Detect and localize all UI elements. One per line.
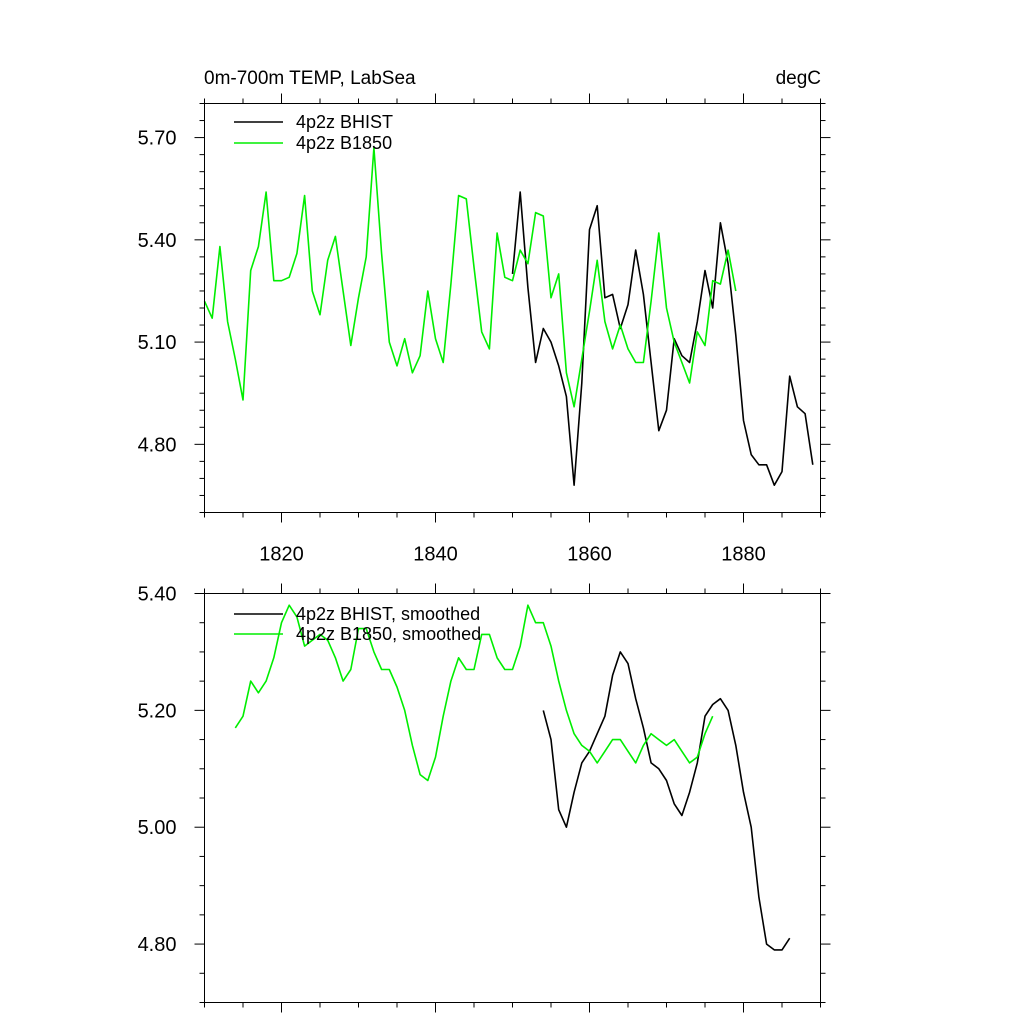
top-panel: 0m-700m TEMP, LabSea degC 1820 1840 1860 18…	[138, 68, 831, 566]
y-tick-label: 5.40	[138, 230, 177, 252]
x-tick-label: 1860	[567, 544, 612, 566]
bottom-panel-ticks: 4.80 5.00 5.20 5.40	[138, 583, 831, 1013]
series-line-4p2z-b1850-smoothed	[234, 604, 714, 782]
series-line-4p2z-bhist-smoothed	[542, 651, 791, 951]
units-label: degC	[776, 68, 821, 89]
bottom-panel-lines	[234, 604, 791, 951]
y-tick-label: 5.10	[138, 332, 177, 354]
y-tick-label: 5.00	[138, 817, 177, 839]
chart-title: 0m-700m TEMP, LabSea	[204, 68, 416, 89]
top-panel-frame	[204, 103, 821, 513]
top-legend: 4p2z BHIST 4p2z B1850	[234, 112, 393, 153]
legend-label-bhist: 4p2z BHIST	[296, 112, 393, 132]
y-tick-label: 5.20	[138, 700, 177, 722]
x-tick-label: 1880	[721, 544, 766, 566]
legend-label-b1850-smoothed: 4p2z B1850, smoothed	[296, 624, 481, 644]
x-tick-label: 1820	[259, 544, 304, 566]
legend-label-bhist-smoothed: 4p2z BHIST, smoothed	[296, 604, 480, 624]
y-tick-label: 5.70	[138, 128, 177, 150]
bottom-panel: 4.80 5.00 5.20 5.40 4p2z BHIST, smoothed 4p…	[138, 583, 831, 1013]
top-panel-ticks: 1820 1840 1860 1880 4.80 5.10 5.40 5.70	[138, 93, 831, 566]
legend-label-b1850: 4p2z B1850	[296, 133, 392, 153]
top-panel-lines	[203, 147, 814, 487]
y-tick-label: 4.80	[138, 434, 177, 456]
y-tick-label: 5.40	[138, 584, 177, 606]
series-line-4p2z-b1850	[203, 147, 737, 408]
y-tick-label: 4.80	[138, 934, 177, 956]
bottom-legend: 4p2z BHIST, smoothed 4p2z B1850, smoothe…	[234, 604, 481, 644]
bottom-panel-frame	[204, 593, 821, 1003]
x-tick-label: 1840	[413, 544, 458, 566]
series-line-4p2z-bhist	[511, 191, 814, 487]
